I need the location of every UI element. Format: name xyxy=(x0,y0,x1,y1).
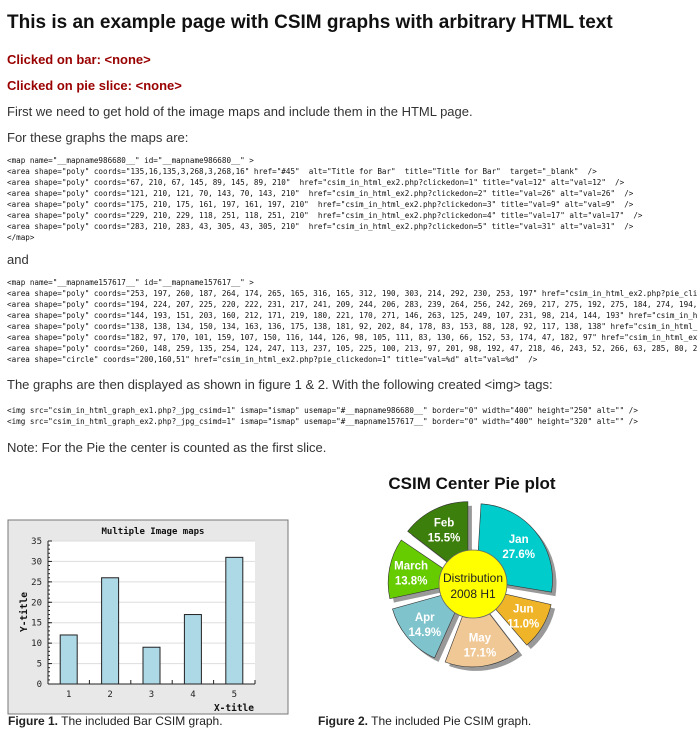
slice-percent: 15.5% xyxy=(428,532,461,544)
bar-2[interactable] xyxy=(101,577,120,685)
maps-intro-text: For these graphs the maps are: xyxy=(7,130,189,145)
y-tick-label: 35 xyxy=(31,537,42,547)
chart-title: CSIM Center Pie plot xyxy=(388,474,556,493)
bar-chart[interactable]: 0 5 10 15 20 25 30 35 1 2 3 4 5 Multiple Image maps X-… xyxy=(7,519,289,715)
x-tick-label: 2 xyxy=(107,690,112,700)
y-tick-label: 0 xyxy=(37,680,42,690)
x-tick-label: 3 xyxy=(149,690,154,700)
slice-percent: 11.0% xyxy=(507,618,539,630)
y-tick-label: 15 xyxy=(31,619,42,629)
y-tick-label: 30 xyxy=(31,557,42,567)
slice-percent: 27.6% xyxy=(502,549,535,561)
display-intro-text: The graphs are then displayed as shown i… xyxy=(7,377,553,392)
center-circle[interactable] xyxy=(438,549,508,619)
page-title: This is an example page with CSIM graphs… xyxy=(7,12,613,33)
slice-percent: 14.9% xyxy=(408,627,441,639)
slice-label: Apr xyxy=(415,612,435,624)
clicked-pie-status: Clicked on pie slice: <none> xyxy=(7,78,182,93)
img-tags-code: <img src="csim_in_html_graph_ex1.php?_jp… xyxy=(7,406,638,426)
y-axis-title: Y-title xyxy=(19,592,30,632)
center-label: Distribution xyxy=(443,571,503,585)
figure2-caption: Figure 2. The included Pie CSIM graph. xyxy=(318,714,532,728)
slice-percent: 17.1% xyxy=(464,647,497,659)
figure1-caption: Figure 1. The included Bar CSIM graph. xyxy=(8,714,223,728)
slice-label: May xyxy=(469,632,492,644)
slice-label: Jan xyxy=(509,534,529,546)
bar-5[interactable] xyxy=(225,556,244,685)
y-tick-label: 20 xyxy=(31,598,42,608)
chart-title[interactable]: Multiple Image maps xyxy=(102,526,205,537)
slice-percent: 13.8% xyxy=(395,575,428,587)
intro-text: First we need to get hold of the image m… xyxy=(7,104,473,119)
pie-chart[interactable]: CSIM Center Pie plot Jan 27.6% Jun 11.0% May 1… xyxy=(370,470,575,695)
bar-1[interactable] xyxy=(59,634,78,685)
x-axis-title: X-title xyxy=(214,703,254,714)
note-text: Note: For the Pie the center is counted … xyxy=(7,440,327,455)
map2-code: <map name="__mapname157617__" id="__mapn… xyxy=(7,278,698,364)
x-tick-label: 4 xyxy=(190,690,195,700)
clicked-bar-status: Clicked on bar: <none> xyxy=(7,52,151,67)
y-tick-label: 5 xyxy=(37,660,42,670)
bar-4[interactable] xyxy=(183,614,202,685)
map1-code: <map name="__mapname986680__" id="__mapn… xyxy=(7,156,643,242)
y-tick-label: 25 xyxy=(31,578,42,588)
y-tick-label: 10 xyxy=(31,639,42,649)
x-tick-label: 5 xyxy=(232,690,237,700)
slice-label: Feb xyxy=(434,517,454,529)
x-tick-label: 1 xyxy=(66,690,71,700)
center-label: 2008 H1 xyxy=(450,587,496,601)
slice-label: Jun xyxy=(513,603,533,615)
slice-label: March xyxy=(394,560,428,572)
and-text: and xyxy=(7,252,29,267)
bar-3[interactable] xyxy=(142,646,161,685)
